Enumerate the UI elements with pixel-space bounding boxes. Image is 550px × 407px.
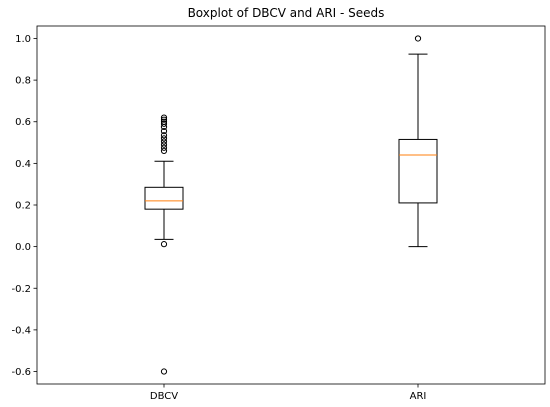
- outlier-point: [160, 132, 168, 139]
- outlier-point: [160, 135, 168, 142]
- outlier-point: [160, 128, 168, 135]
- plot-area: -0.6 -0.4 -0.2 0.0 0.2 0.4 0.6 0.8 1.0 DBCV ARI: [11, 25, 546, 402]
- axes-frame: [36, 25, 546, 385]
- y-tick-label: 0.2: [15, 201, 31, 212]
- box-iqr: [398, 138, 438, 204]
- y-tick-label: -0.2: [11, 284, 31, 295]
- chart-title: Boxplot of DBCV and ARI - Seeds: [188, 6, 385, 20]
- y-tick-label: 0.0: [15, 242, 31, 253]
- y-tick-label: 1.0: [15, 34, 31, 45]
- x-tick-label: ARI: [410, 391, 427, 402]
- outlier-point: [160, 138, 168, 145]
- outlier-point: [160, 118, 168, 125]
- y-tick-label: 0.8: [15, 76, 31, 87]
- outlier-point: [160, 116, 168, 123]
- x-tick-label: DBCV: [150, 391, 178, 402]
- y-tick-label: 0.6: [15, 117, 31, 128]
- y-tick-label: 0.4: [15, 159, 31, 170]
- outlier-point: [160, 144, 168, 151]
- outlier-point: [160, 368, 168, 375]
- outlier-point: [160, 120, 168, 127]
- box-iqr: [144, 186, 184, 210]
- y-tick-label: -0.4: [11, 325, 31, 336]
- outlier-point: [160, 141, 168, 148]
- outlier-point: [160, 147, 168, 154]
- outlier-point: [160, 114, 168, 121]
- y-tick-label: -0.6: [11, 367, 31, 378]
- outlier-point: [160, 241, 168, 248]
- outlier-point: [414, 35, 422, 42]
